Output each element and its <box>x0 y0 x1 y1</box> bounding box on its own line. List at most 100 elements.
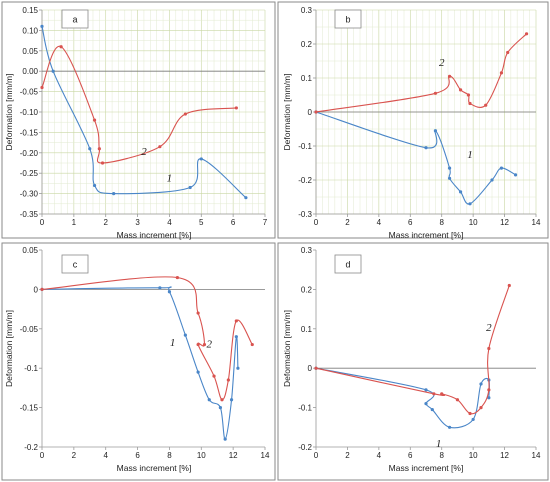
series-2-point <box>487 346 491 351</box>
series-2-point <box>40 85 44 90</box>
series-1-point <box>424 388 428 392</box>
panel-letter-box <box>61 9 89 29</box>
y-tick-label: -0.2 <box>298 443 312 452</box>
series-1-point <box>40 24 44 28</box>
y-axis-title: Deformation [mm/m] <box>4 74 14 151</box>
series-2-point <box>196 311 200 315</box>
y-tick-label: 0.1 <box>301 74 313 83</box>
series-1-point <box>223 437 227 441</box>
x-tick-label: 0 <box>40 451 45 460</box>
series-2-label: 2 <box>141 146 147 158</box>
series-2-point <box>183 112 187 116</box>
series-2-label: 2 <box>207 339 213 351</box>
series-1-point <box>236 366 240 370</box>
series-1-point <box>207 398 211 402</box>
series-1-point <box>112 192 116 196</box>
series-2-point <box>455 398 460 402</box>
series-2-label: 2 <box>486 322 492 334</box>
x-axis-title: Mass increment [%] <box>389 230 464 240</box>
series-2-point <box>524 32 529 36</box>
series-1-point <box>158 286 162 290</box>
y-tick-label: -0.05 <box>20 88 39 97</box>
series-1-point <box>229 398 234 402</box>
plot-area <box>42 250 265 447</box>
series-2-point <box>447 74 452 78</box>
x-tick-label: 7 <box>263 218 268 227</box>
y-tick-label: 0.2 <box>301 40 313 49</box>
series-1-line <box>315 111 516 205</box>
y-tick-label: 0.05 <box>22 47 38 56</box>
x-tick-label: 0 <box>314 451 319 460</box>
chart-a: 0 1 2 3 4 5 6 7 0.15 0.10 0.05 0.00 -0.05 -0.10 -0.15 -… <box>4 6 268 240</box>
y-tick-label: -0.30 <box>20 190 39 199</box>
y-tick-label: 0.1 <box>301 325 313 334</box>
x-tick-label: 0 <box>314 218 319 227</box>
y-tick-label: 0.2 <box>301 285 313 294</box>
y-tick-label: -0.35 <box>20 210 39 219</box>
y-tick-label: -0.05 <box>20 325 39 334</box>
series-2-point <box>506 50 510 55</box>
series-1-point <box>218 406 222 410</box>
x-tick-label: 6 <box>408 218 413 227</box>
series-2-point <box>468 101 472 106</box>
y-tick-label: 0.3 <box>301 246 313 255</box>
series-1-point <box>447 166 452 170</box>
series-2-point <box>234 319 238 323</box>
x-tick-label: 6 <box>135 451 140 460</box>
series-2-point <box>234 106 238 110</box>
y-tick-label: -0.2 <box>298 176 312 185</box>
y-axis-title: Deformation [mm/m] <box>282 74 292 151</box>
y-tick-label: -0.15 <box>20 128 39 137</box>
y-tick-label: 0.05 <box>22 246 38 255</box>
series-1-point <box>513 173 518 177</box>
y-tick-label: -0.10 <box>20 108 39 117</box>
panel-letter: d <box>345 260 350 270</box>
y-tick-label: -0.2 <box>24 443 38 452</box>
x-axis-title: Mass increment [%] <box>117 230 192 240</box>
series-1-label: 1 <box>167 172 173 184</box>
x-tick-label: 2 <box>103 218 108 227</box>
series-1-point <box>479 382 483 386</box>
series-1-point <box>458 190 463 194</box>
x-tick-label: 6 <box>408 451 413 460</box>
series-1-point <box>183 333 187 337</box>
series-1-point <box>424 402 428 406</box>
y-tick-label: 0 <box>308 364 313 373</box>
x-tick-label: 4 <box>167 218 172 227</box>
series-1-point <box>234 335 238 339</box>
y-tick-label: -0.1 <box>24 364 38 373</box>
series-1-point <box>447 425 452 429</box>
x-axis-title: Mass increment [%] <box>389 463 464 473</box>
x-tick-label: 8 <box>167 451 172 460</box>
series-2-point <box>432 392 436 396</box>
series-2-line <box>315 33 527 113</box>
x-tick-label: 14 <box>532 218 541 227</box>
series-2-point <box>458 88 463 92</box>
series-2-point <box>466 93 471 97</box>
y-tick-label: 0 <box>34 285 39 294</box>
panel-letter-box <box>334 254 362 274</box>
x-tick-label: 10 <box>469 451 478 460</box>
y-tick-label: 0.3 <box>301 6 313 15</box>
y-tick-label: 0.00 <box>22 67 38 76</box>
x-tick-label: 8 <box>439 218 444 227</box>
series-2-point <box>212 374 216 378</box>
series-1-point <box>433 129 438 133</box>
y-tick-label: -0.3 <box>298 210 312 219</box>
y-tick-label: -0.1 <box>298 404 312 413</box>
series-2-point <box>250 342 254 347</box>
series-2-line <box>41 276 253 401</box>
x-tick-label: 1 <box>72 218 77 227</box>
x-tick-label: 8 <box>439 451 444 460</box>
series-2-point <box>314 366 318 370</box>
x-axis-title: Mass increment [%] <box>117 463 192 473</box>
series-2-point <box>100 161 105 165</box>
series-2-point <box>484 103 488 107</box>
y-tick-label: -0.15 <box>20 404 39 413</box>
panel-letter: b <box>345 15 350 25</box>
series-1-label: 1 <box>170 337 176 349</box>
series-1-point <box>199 157 203 161</box>
